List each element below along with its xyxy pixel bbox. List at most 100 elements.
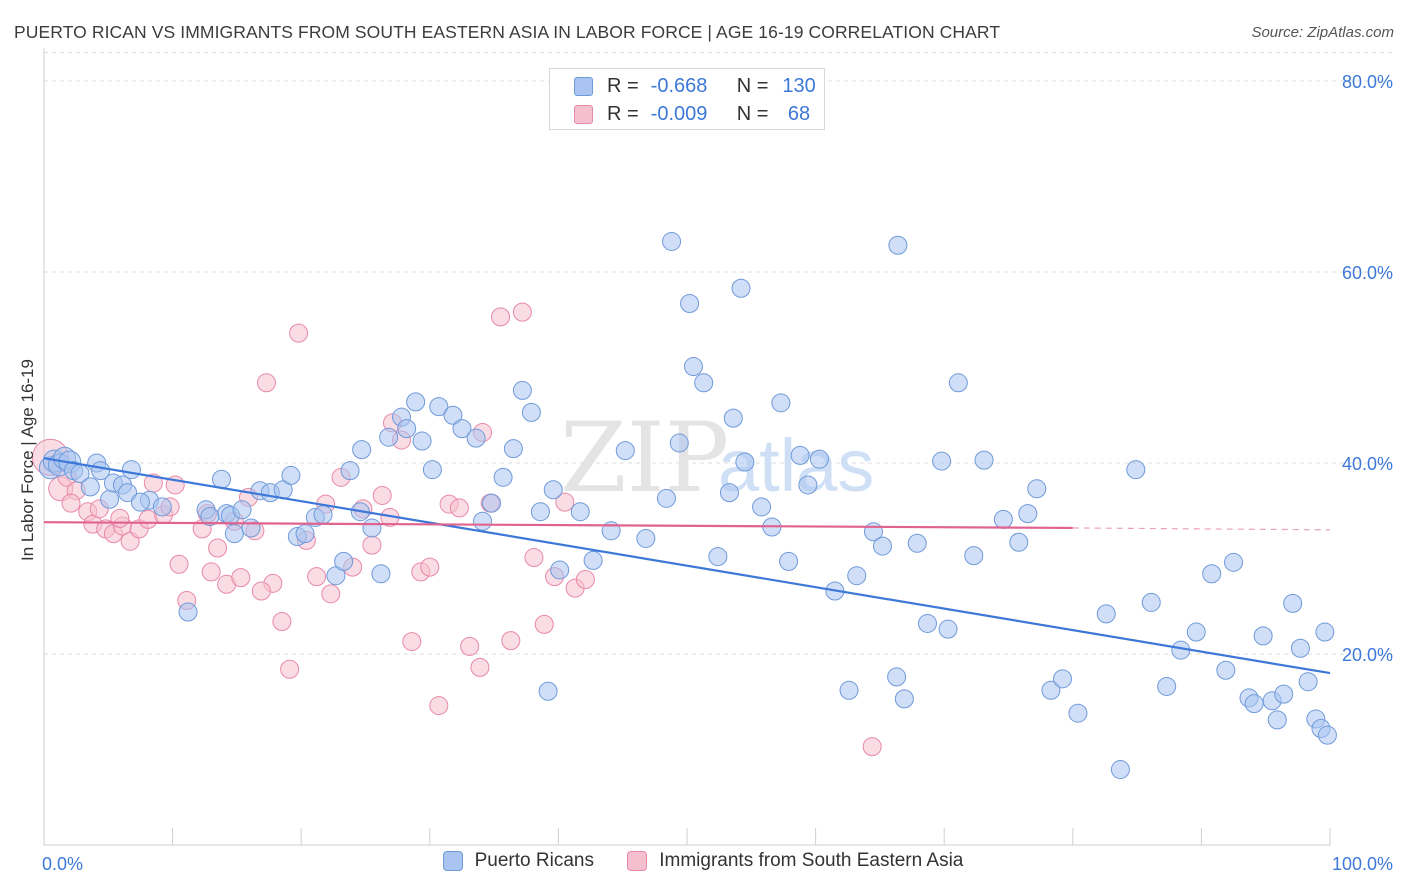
data-point-series1 xyxy=(550,560,570,580)
series2-swatch xyxy=(574,104,593,124)
data-point-series1 xyxy=(1290,638,1310,658)
data-point-series1 xyxy=(521,402,541,422)
data-point-series1 xyxy=(771,393,791,413)
data-point-series2 xyxy=(169,554,189,574)
data-point-series1 xyxy=(1283,593,1303,613)
tick-labels: 20.0% 40.0% 60.0% 80.0% 0.0% 100.0% xyxy=(42,72,1393,874)
data-point-series1 xyxy=(570,502,590,522)
data-point-series1 xyxy=(1216,660,1236,680)
data-point-series1 xyxy=(1027,479,1047,499)
data-point-series1 xyxy=(80,477,100,497)
y-tick-label: 80.0% xyxy=(1342,72,1393,92)
trend-line-series2 xyxy=(43,521,1073,530)
data-point-series1 xyxy=(340,461,360,481)
data-point-series1 xyxy=(241,518,261,538)
data-point-series1 xyxy=(100,489,120,509)
data-point-series1 xyxy=(1224,552,1244,572)
legend-item-series2[interactable]: Immigrants from South Eastern Asia xyxy=(627,850,963,872)
data-point-series2 xyxy=(208,538,228,558)
data-point-series2 xyxy=(289,323,309,343)
data-point-series1 xyxy=(452,419,472,439)
data-point-series1 xyxy=(1298,672,1318,692)
data-point-series1 xyxy=(1315,622,1335,642)
data-point-series1 xyxy=(938,619,958,639)
data-point-series1 xyxy=(406,392,426,412)
data-point-series2 xyxy=(449,498,469,518)
data-point-series1 xyxy=(1274,684,1294,704)
data-point-series1 xyxy=(130,492,150,512)
data-point-series1 xyxy=(178,602,198,622)
series1-swatch xyxy=(574,76,593,96)
n-label: N = xyxy=(736,74,769,97)
data-point-series1 xyxy=(723,408,743,428)
r-value: -0.668 xyxy=(650,74,708,97)
data-point-series1 xyxy=(352,440,372,460)
legend-swatch-blue xyxy=(442,851,463,871)
data-point-series2 xyxy=(372,485,392,505)
trend-line-series2-extension xyxy=(1072,527,1331,531)
data-point-series1 xyxy=(894,689,914,709)
data-point-series1 xyxy=(907,533,927,553)
data-point-series1 xyxy=(429,397,449,417)
data-point-series1 xyxy=(281,465,301,485)
data-point-series1 xyxy=(313,505,333,525)
data-point-series1 xyxy=(412,431,432,451)
data-point-series2 xyxy=(491,307,511,327)
data-point-series1 xyxy=(932,451,952,471)
data-point-series1 xyxy=(872,536,892,556)
data-point-series1 xyxy=(974,450,994,470)
x-tick-label: 100.0% xyxy=(1332,854,1393,874)
points-series1 xyxy=(38,231,1337,780)
data-point-series1 xyxy=(669,433,689,453)
data-point-series2 xyxy=(460,636,480,656)
data-point-series1 xyxy=(295,524,315,544)
data-point-series1 xyxy=(1041,680,1061,700)
data-point-series2 xyxy=(251,581,271,601)
data-point-series1 xyxy=(1110,760,1130,780)
data-point-series1 xyxy=(694,373,714,393)
data-point-series1 xyxy=(118,483,138,503)
data-point-series2 xyxy=(110,508,130,528)
data-point-series1 xyxy=(752,497,772,517)
data-point-series2 xyxy=(862,737,882,757)
r-value: -0.009 xyxy=(650,102,708,125)
data-point-series1 xyxy=(530,502,550,522)
data-point-series1 xyxy=(443,405,463,425)
data-point-series1 xyxy=(379,427,399,447)
data-point-series1 xyxy=(708,547,728,567)
data-point-series1 xyxy=(719,483,739,503)
data-point-series2 xyxy=(470,657,490,677)
data-point-series1 xyxy=(656,488,676,508)
data-point-series1 xyxy=(1009,532,1029,552)
data-point-series1 xyxy=(735,452,755,472)
data-point-series1 xyxy=(232,500,252,520)
y-axis-label: In Labor Force | Age 16-19 xyxy=(18,359,37,561)
y-tick-label: 20.0% xyxy=(1342,645,1393,665)
y-tick-label: 40.0% xyxy=(1342,454,1393,474)
legend-label: Immigrants from South Eastern Asia xyxy=(659,850,964,871)
r-label: R = xyxy=(607,102,639,125)
n-value: 68 xyxy=(782,102,811,125)
data-point-series2 xyxy=(321,584,341,604)
gridlines xyxy=(44,51,1392,655)
data-point-series2 xyxy=(231,568,251,588)
data-point-series1 xyxy=(121,460,141,480)
data-point-series1 xyxy=(798,475,818,495)
data-point-series2 xyxy=(555,492,575,512)
data-point-series1 xyxy=(503,439,523,459)
data-point-series2 xyxy=(256,373,276,393)
data-point-series1 xyxy=(680,294,700,314)
data-point-series1 xyxy=(1253,626,1273,646)
data-point-series1 xyxy=(683,357,703,377)
data-point-series1 xyxy=(964,546,984,566)
data-point-series1 xyxy=(888,235,908,255)
data-point-series1 xyxy=(1018,504,1038,524)
stats-row-series2: R = -0.009 N = 68 xyxy=(550,100,810,128)
data-point-series1 xyxy=(1186,622,1206,642)
data-point-series2 xyxy=(429,696,449,716)
legend-item-series1[interactable]: Puerto Ricans xyxy=(442,850,594,872)
data-point-series1 xyxy=(1068,703,1088,723)
data-point-series1 xyxy=(839,680,859,700)
data-point-series1 xyxy=(731,278,751,298)
data-point-series1 xyxy=(152,497,172,517)
